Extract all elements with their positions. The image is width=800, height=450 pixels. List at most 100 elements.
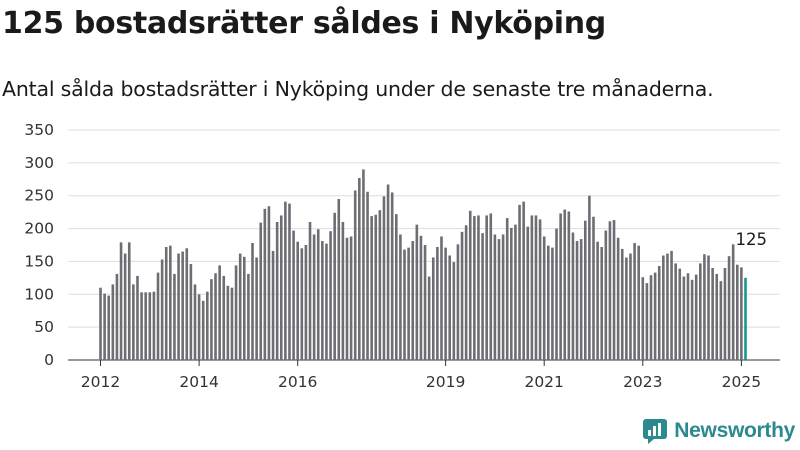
- bar: [616, 237, 620, 360]
- bar: [296, 241, 299, 360]
- bar: [596, 241, 599, 360]
- bar: [641, 277, 645, 360]
- bar: [218, 265, 221, 360]
- bar: [263, 208, 267, 360]
- bar: [415, 224, 419, 360]
- bar: [711, 268, 714, 360]
- bar: [731, 244, 735, 360]
- x-tick-label: 2016: [278, 373, 317, 391]
- bar: [662, 255, 665, 360]
- bar: [604, 230, 608, 360]
- bar: [419, 235, 423, 360]
- bar: [427, 276, 431, 360]
- y-tick-label: 350: [24, 121, 54, 139]
- bar: [292, 230, 295, 360]
- bar: [136, 275, 139, 360]
- bar: [744, 277, 747, 360]
- bar: [271, 250, 275, 360]
- brand-name: Newsworthy: [674, 419, 795, 442]
- x-axis-ticks: 2012 2014 2016 2019 2021 2023 2025: [81, 360, 761, 391]
- bar: [284, 201, 287, 360]
- bar: [497, 239, 501, 360]
- y-tick-label: 0: [44, 351, 54, 369]
- bar: [690, 279, 694, 360]
- bar: [608, 221, 612, 360]
- bar: [583, 220, 587, 360]
- y-axis-ticks: 0 50 100 150 200 250 300 350: [24, 121, 54, 369]
- chart-title: 125 bostadsrätter såldes i Nyköping: [2, 6, 606, 41]
- bar: [444, 247, 447, 360]
- bar: [366, 191, 369, 360]
- x-tick-label: 2019: [426, 373, 465, 391]
- bar: [226, 285, 230, 360]
- bar: [185, 248, 189, 360]
- bar: [703, 254, 706, 360]
- annotations: 125: [736, 230, 768, 249]
- bar: [567, 211, 571, 360]
- bar: [156, 272, 160, 360]
- bar: [612, 220, 616, 360]
- bar: [115, 273, 119, 360]
- bar: [251, 243, 254, 360]
- bar: [279, 215, 283, 360]
- y-tick-label: 250: [24, 187, 54, 205]
- bar: [164, 246, 168, 360]
- bar: [222, 275, 226, 360]
- bar: [501, 234, 505, 360]
- bar: [551, 247, 554, 360]
- bar: [723, 268, 727, 360]
- bar: [735, 264, 739, 360]
- bar: [456, 244, 460, 360]
- bar: [645, 283, 649, 360]
- bar: [247, 273, 250, 360]
- bar: [267, 206, 271, 360]
- bar: [423, 245, 427, 360]
- x-tick-label: 2012: [81, 373, 120, 391]
- bar: [374, 214, 378, 360]
- bar: [189, 264, 193, 360]
- x-tick-label: 2014: [179, 373, 218, 391]
- bar: [394, 214, 398, 360]
- bar: [715, 273, 719, 360]
- bar: [452, 262, 456, 360]
- bar: [653, 272, 657, 360]
- bar: [727, 256, 731, 360]
- bar: [740, 267, 743, 360]
- bar: [103, 293, 106, 360]
- bar: [370, 216, 373, 360]
- bar: [312, 234, 316, 360]
- bar: [329, 231, 332, 360]
- bar: [308, 222, 312, 360]
- bar: [177, 253, 180, 360]
- bar: [210, 279, 213, 360]
- bar: [464, 225, 468, 360]
- bar: [530, 215, 534, 360]
- bar: [382, 196, 386, 360]
- bar: [522, 201, 525, 360]
- bar: [201, 300, 205, 360]
- bar: [193, 284, 197, 360]
- data-label-last: 125: [736, 230, 768, 249]
- bar: [485, 215, 488, 360]
- bar: [234, 265, 238, 360]
- bar: [481, 233, 484, 360]
- bar: [255, 257, 258, 360]
- bar: [440, 236, 443, 360]
- bar: [657, 266, 661, 360]
- bar: [575, 241, 579, 360]
- bar: [678, 268, 682, 360]
- bar: [259, 222, 263, 360]
- bar: [666, 253, 669, 360]
- bar: [333, 212, 336, 360]
- bar: [123, 253, 127, 360]
- bar: [431, 257, 435, 360]
- bar: [555, 228, 558, 360]
- y-tick-label: 50: [34, 318, 54, 336]
- bar: [386, 184, 390, 360]
- y-tick-label: 300: [24, 154, 54, 172]
- bar: [538, 219, 542, 360]
- bar: [288, 203, 291, 360]
- bar: [107, 295, 111, 360]
- bar: [197, 294, 201, 360]
